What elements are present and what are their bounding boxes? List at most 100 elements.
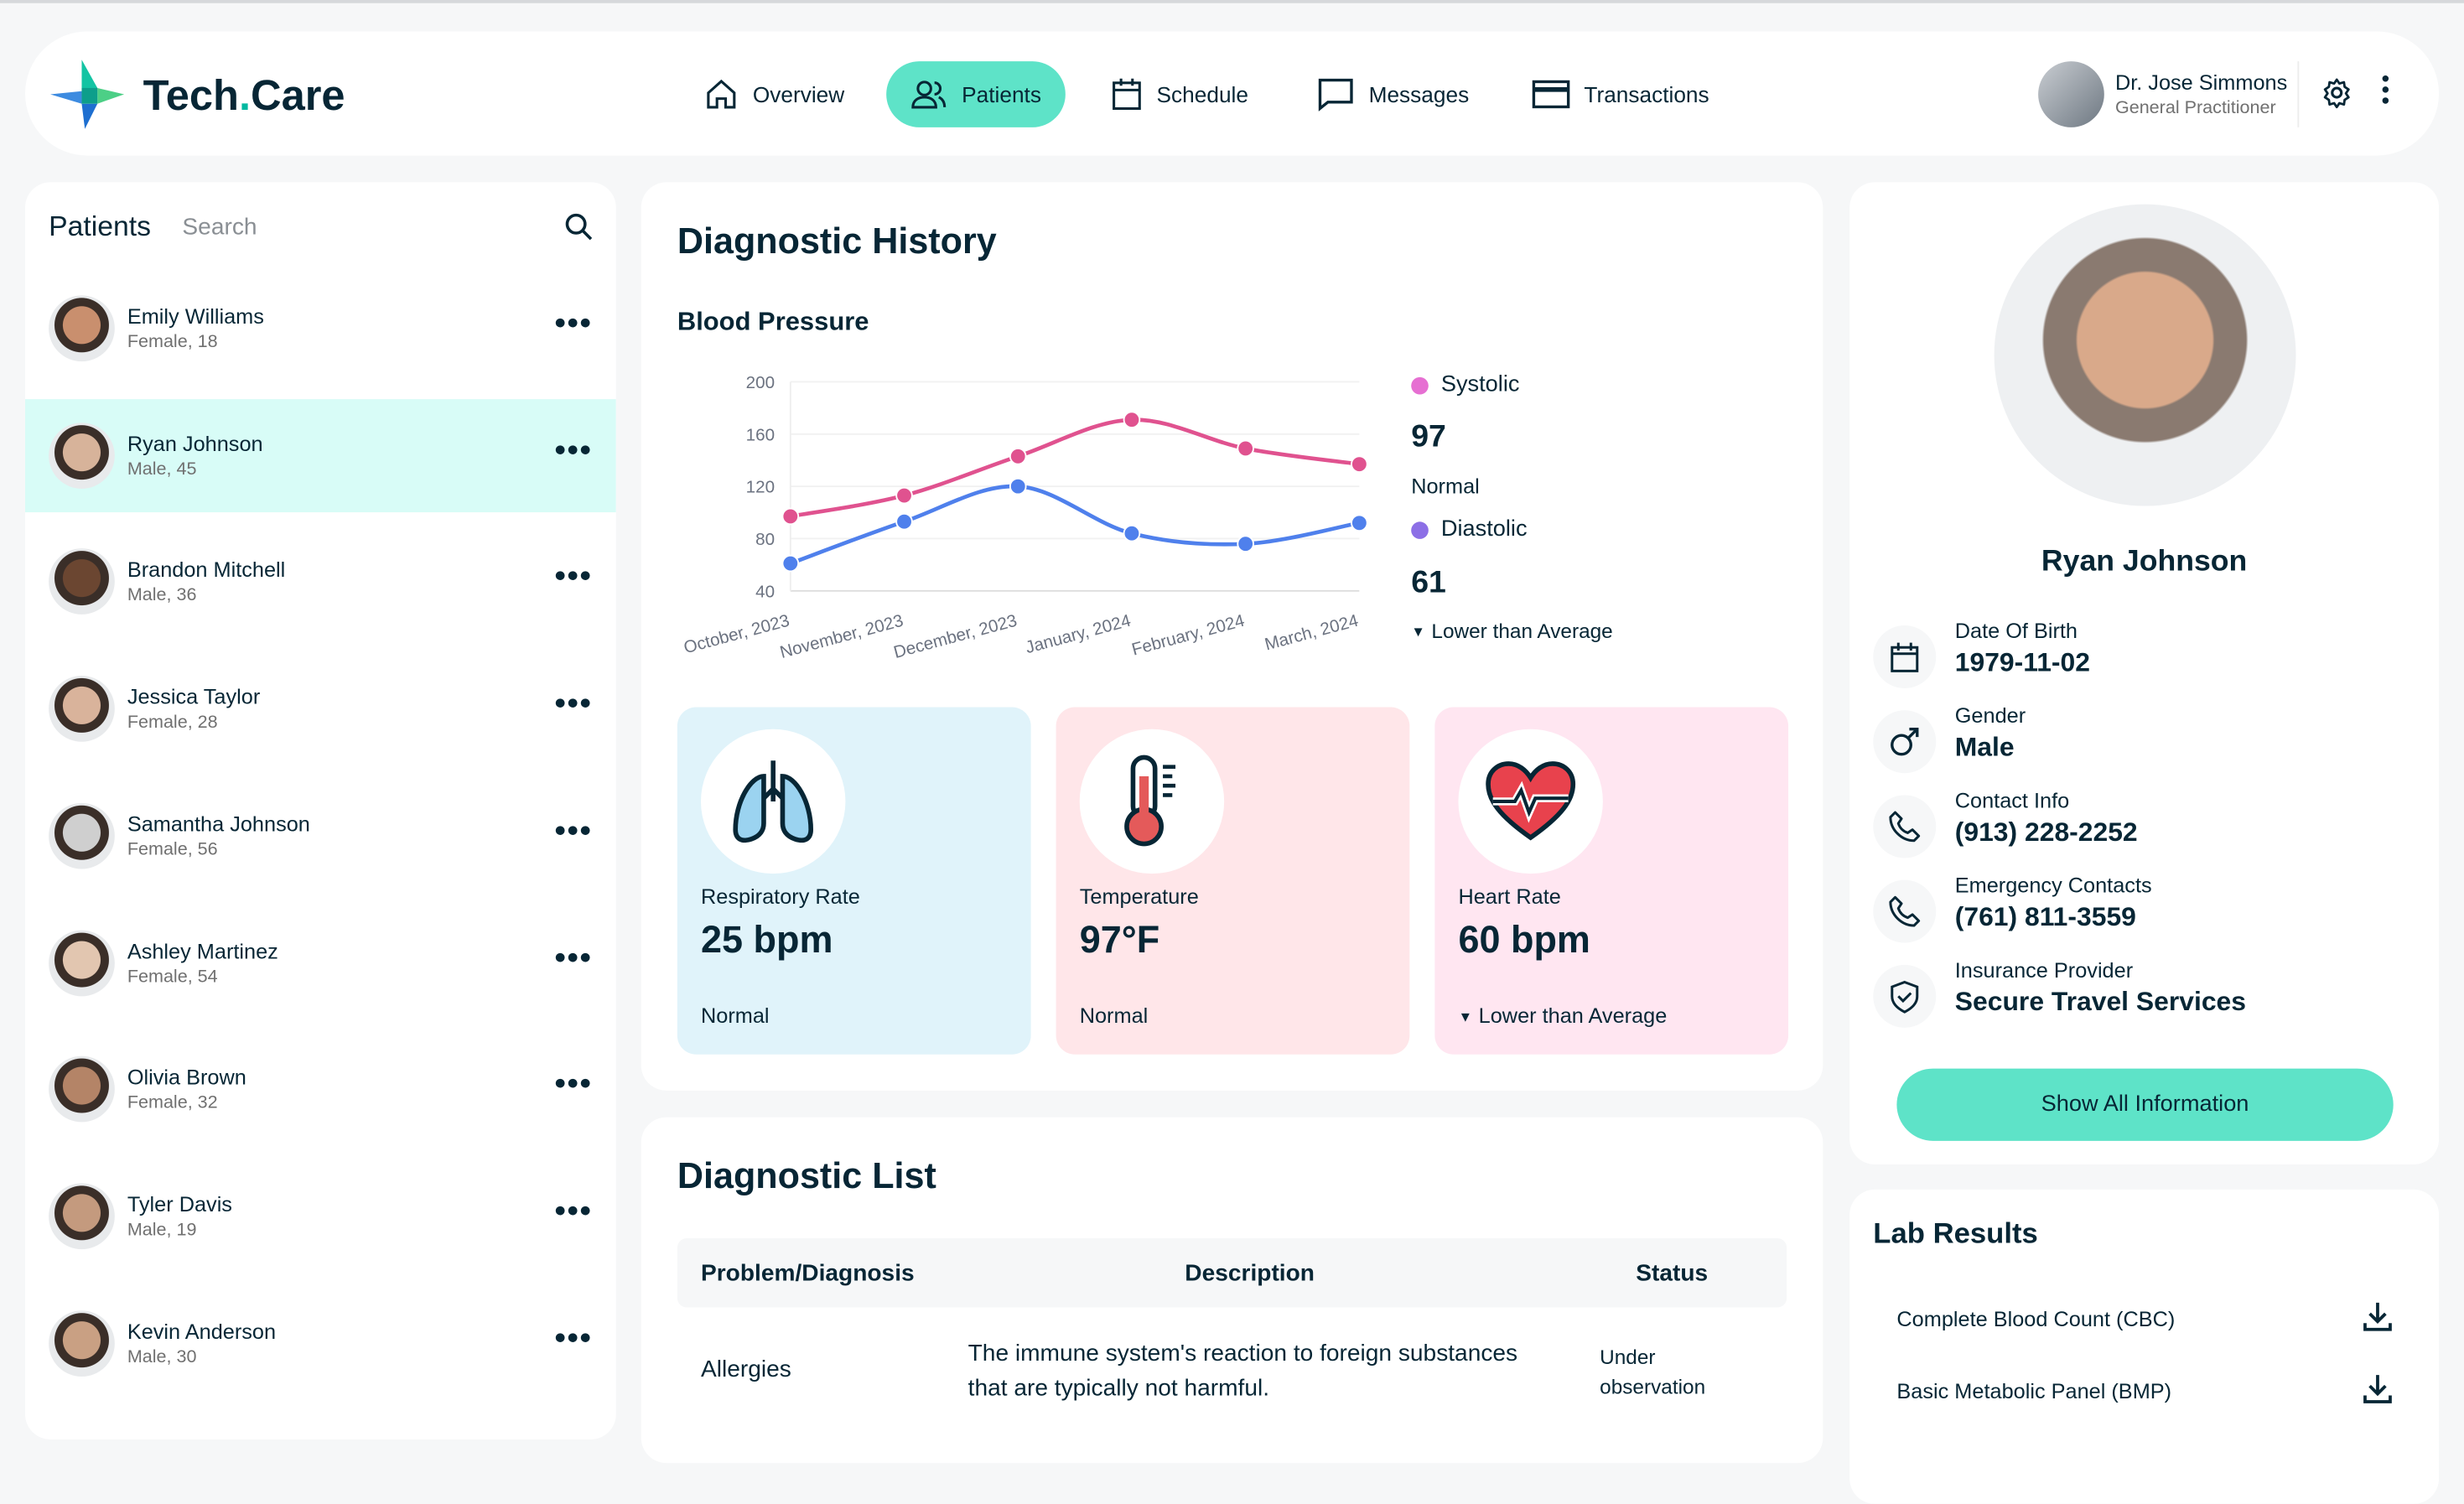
doctor-avatar[interactable]: [2038, 61, 2104, 127]
patient-avatar: [49, 422, 115, 489]
download-icon[interactable]: [2362, 1301, 2393, 1341]
data-point-systolic: [1123, 411, 1141, 428]
more-horizontal-icon[interactable]: •••: [554, 1067, 593, 1102]
vital-status: Normal: [1079, 1004, 1149, 1028]
more-horizontal-icon[interactable]: •••: [554, 560, 593, 595]
patient-list-item[interactable]: Jessica Taylor Female, 28 •••: [25, 652, 616, 765]
patient-avatar: [49, 929, 115, 996]
y-tick-label: 40: [755, 582, 775, 601]
systolic-value: 97: [1411, 419, 1446, 454]
patient-avatar: [49, 1310, 115, 1377]
doctor-role: General Practitioner: [2114, 99, 2276, 118]
top-navbar: Tech.Care Overview Patients Schedule Mes…: [24, 31, 2440, 156]
field-label: Date Of Birth: [1954, 619, 2078, 643]
male-icon: [1873, 710, 1937, 774]
patient-search-input[interactable]: Search: [182, 213, 257, 241]
patient-list-item[interactable]: Olivia Brown Female, 32 •••: [25, 1033, 616, 1146]
techcare-logo-icon: [49, 56, 126, 132]
vital-value: 25 bpm: [700, 919, 833, 962]
more-horizontal-icon[interactable]: •••: [554, 433, 593, 468]
shield-icon: [1873, 964, 1937, 1028]
nav-patients[interactable]: Patients: [886, 61, 1066, 127]
vital-card-heart-rate: Heart Rate 60 bpm ▼ Lower than Average: [1434, 707, 1789, 1055]
more-horizontal-icon[interactable]: •••: [554, 1194, 593, 1229]
nav-schedule[interactable]: Schedule: [1087, 61, 1272, 127]
diagnostic-history-panel: Diagnostic History Blood Pressure 200 160…: [641, 182, 1823, 1091]
description-cell: The immune system's reaction to foreign …: [967, 1340, 1518, 1402]
profile-field: Insurance Provider Secure Travel Service…: [1873, 958, 2407, 1034]
patient-info: Female, 18: [127, 333, 218, 352]
chart-title: Blood Pressure: [677, 308, 869, 337]
home-icon: [707, 79, 736, 109]
patient-list-item[interactable]: Tyler Davis Male, 19 •••: [25, 1159, 616, 1273]
y-tick-label: 160: [746, 425, 775, 444]
doctor-name: Dr. Jose Simmons: [2114, 70, 2288, 95]
nav-label: Transactions: [1584, 81, 1709, 107]
data-point-systolic: [1009, 447, 1027, 465]
patient-list-item[interactable]: Samantha Johnson Female, 56 •••: [25, 779, 616, 892]
lab-result-name: Basic Metabolic Panel (BMP): [1896, 1379, 2172, 1403]
download-icon[interactable]: [2362, 1373, 2393, 1413]
phone-icon: [1873, 879, 1937, 943]
patient-name: Ryan Johnson: [2041, 545, 2248, 578]
vital-status: Normal: [700, 1004, 770, 1028]
patient-info: Female, 28: [127, 713, 218, 733]
more-horizontal-icon[interactable]: •••: [554, 306, 593, 341]
panel-title: Patients: [49, 210, 152, 242]
phone-icon: [1873, 795, 1937, 858]
patient-list-item[interactable]: Brandon Mitchell Male, 36 •••: [25, 526, 616, 639]
patient-list-item[interactable]: Ryan Johnson Male, 45 •••: [24, 398, 616, 512]
field-value: (913) 228-2252: [1954, 817, 2138, 848]
nav-label: Messages: [1368, 81, 1470, 107]
patient-list-item[interactable]: Ashley Martinez Female, 54 •••: [25, 906, 616, 1019]
vital-card-temperature: Temperature 97°F Normal: [1056, 707, 1410, 1055]
nav-overview[interactable]: Overview: [681, 61, 869, 127]
section-title: Diagnostic History: [677, 220, 997, 262]
patient-avatar: [49, 548, 115, 615]
more-vertical-icon[interactable]: [2382, 75, 2389, 104]
status-cell: Under observation: [1600, 1345, 1706, 1399]
field-label: Contact Info: [1954, 788, 2070, 813]
patient-info: Male, 45: [127, 459, 197, 480]
patient-avatar: [49, 802, 115, 869]
settings-gear-icon[interactable]: [2321, 77, 2352, 117]
diagnostic-list-panel: Diagnostic List Problem/Diagnosis Descri…: [641, 1117, 1823, 1464]
field-label: Gender: [1954, 703, 2026, 728]
chat-icon: [1318, 78, 1353, 112]
table-row: Allergies The immune system's reaction t…: [677, 1331, 1787, 1425]
divider: [2297, 61, 2300, 127]
thermometer-icon: [1079, 729, 1225, 874]
data-point-diastolic: [1009, 477, 1027, 495]
more-horizontal-icon[interactable]: •••: [554, 813, 593, 848]
lab-result-item[interactable]: Basic Metabolic Panel (BMP): [1849, 1359, 2439, 1422]
patient-name: Emily Williams: [127, 304, 264, 329]
data-point-diastolic: [895, 512, 913, 531]
credit-card-icon: [1532, 80, 1570, 109]
series-line-diastolic: [790, 484, 1360, 566]
search-icon[interactable]: [564, 212, 594, 250]
more-horizontal-icon[interactable]: •••: [554, 940, 593, 976]
nav-messages[interactable]: Messages: [1294, 61, 1493, 127]
show-all-information-button[interactable]: Show All Information: [1896, 1068, 2394, 1141]
legend-diastolic: Diastolic: [1411, 517, 1528, 542]
more-horizontal-icon[interactable]: •••: [554, 687, 593, 722]
x-tick-label: January, 2024: [1024, 611, 1133, 658]
patient-list-item[interactable]: Emily Williams Female, 18 •••: [25, 272, 616, 385]
patient-avatar: [49, 1183, 115, 1249]
x-tick-label: December, 2023: [891, 611, 1019, 662]
lungs-icon: [700, 729, 846, 874]
nav-transactions[interactable]: Transactions: [1508, 61, 1732, 127]
patient-info: Male, 30: [127, 1347, 197, 1367]
more-horizontal-icon[interactable]: •••: [554, 1320, 593, 1356]
systolic-status: Normal: [1411, 475, 1480, 499]
arrow-down-icon: ▼: [1458, 1008, 1473, 1024]
patient-list-item[interactable]: Kevin Anderson Male, 30 •••: [25, 1286, 616, 1399]
patient-name: Olivia Brown: [127, 1066, 246, 1090]
patient-photo: [1994, 204, 2296, 506]
nav-label: Schedule: [1156, 81, 1249, 107]
profile-field: Emergency Contacts (761) 811-3559: [1873, 874, 2407, 949]
lab-result-item[interactable]: Complete Blood Count (CBC): [1849, 1287, 2439, 1350]
patient-name: Kevin Anderson: [127, 1319, 277, 1343]
series-line-systolic: [790, 417, 1360, 519]
